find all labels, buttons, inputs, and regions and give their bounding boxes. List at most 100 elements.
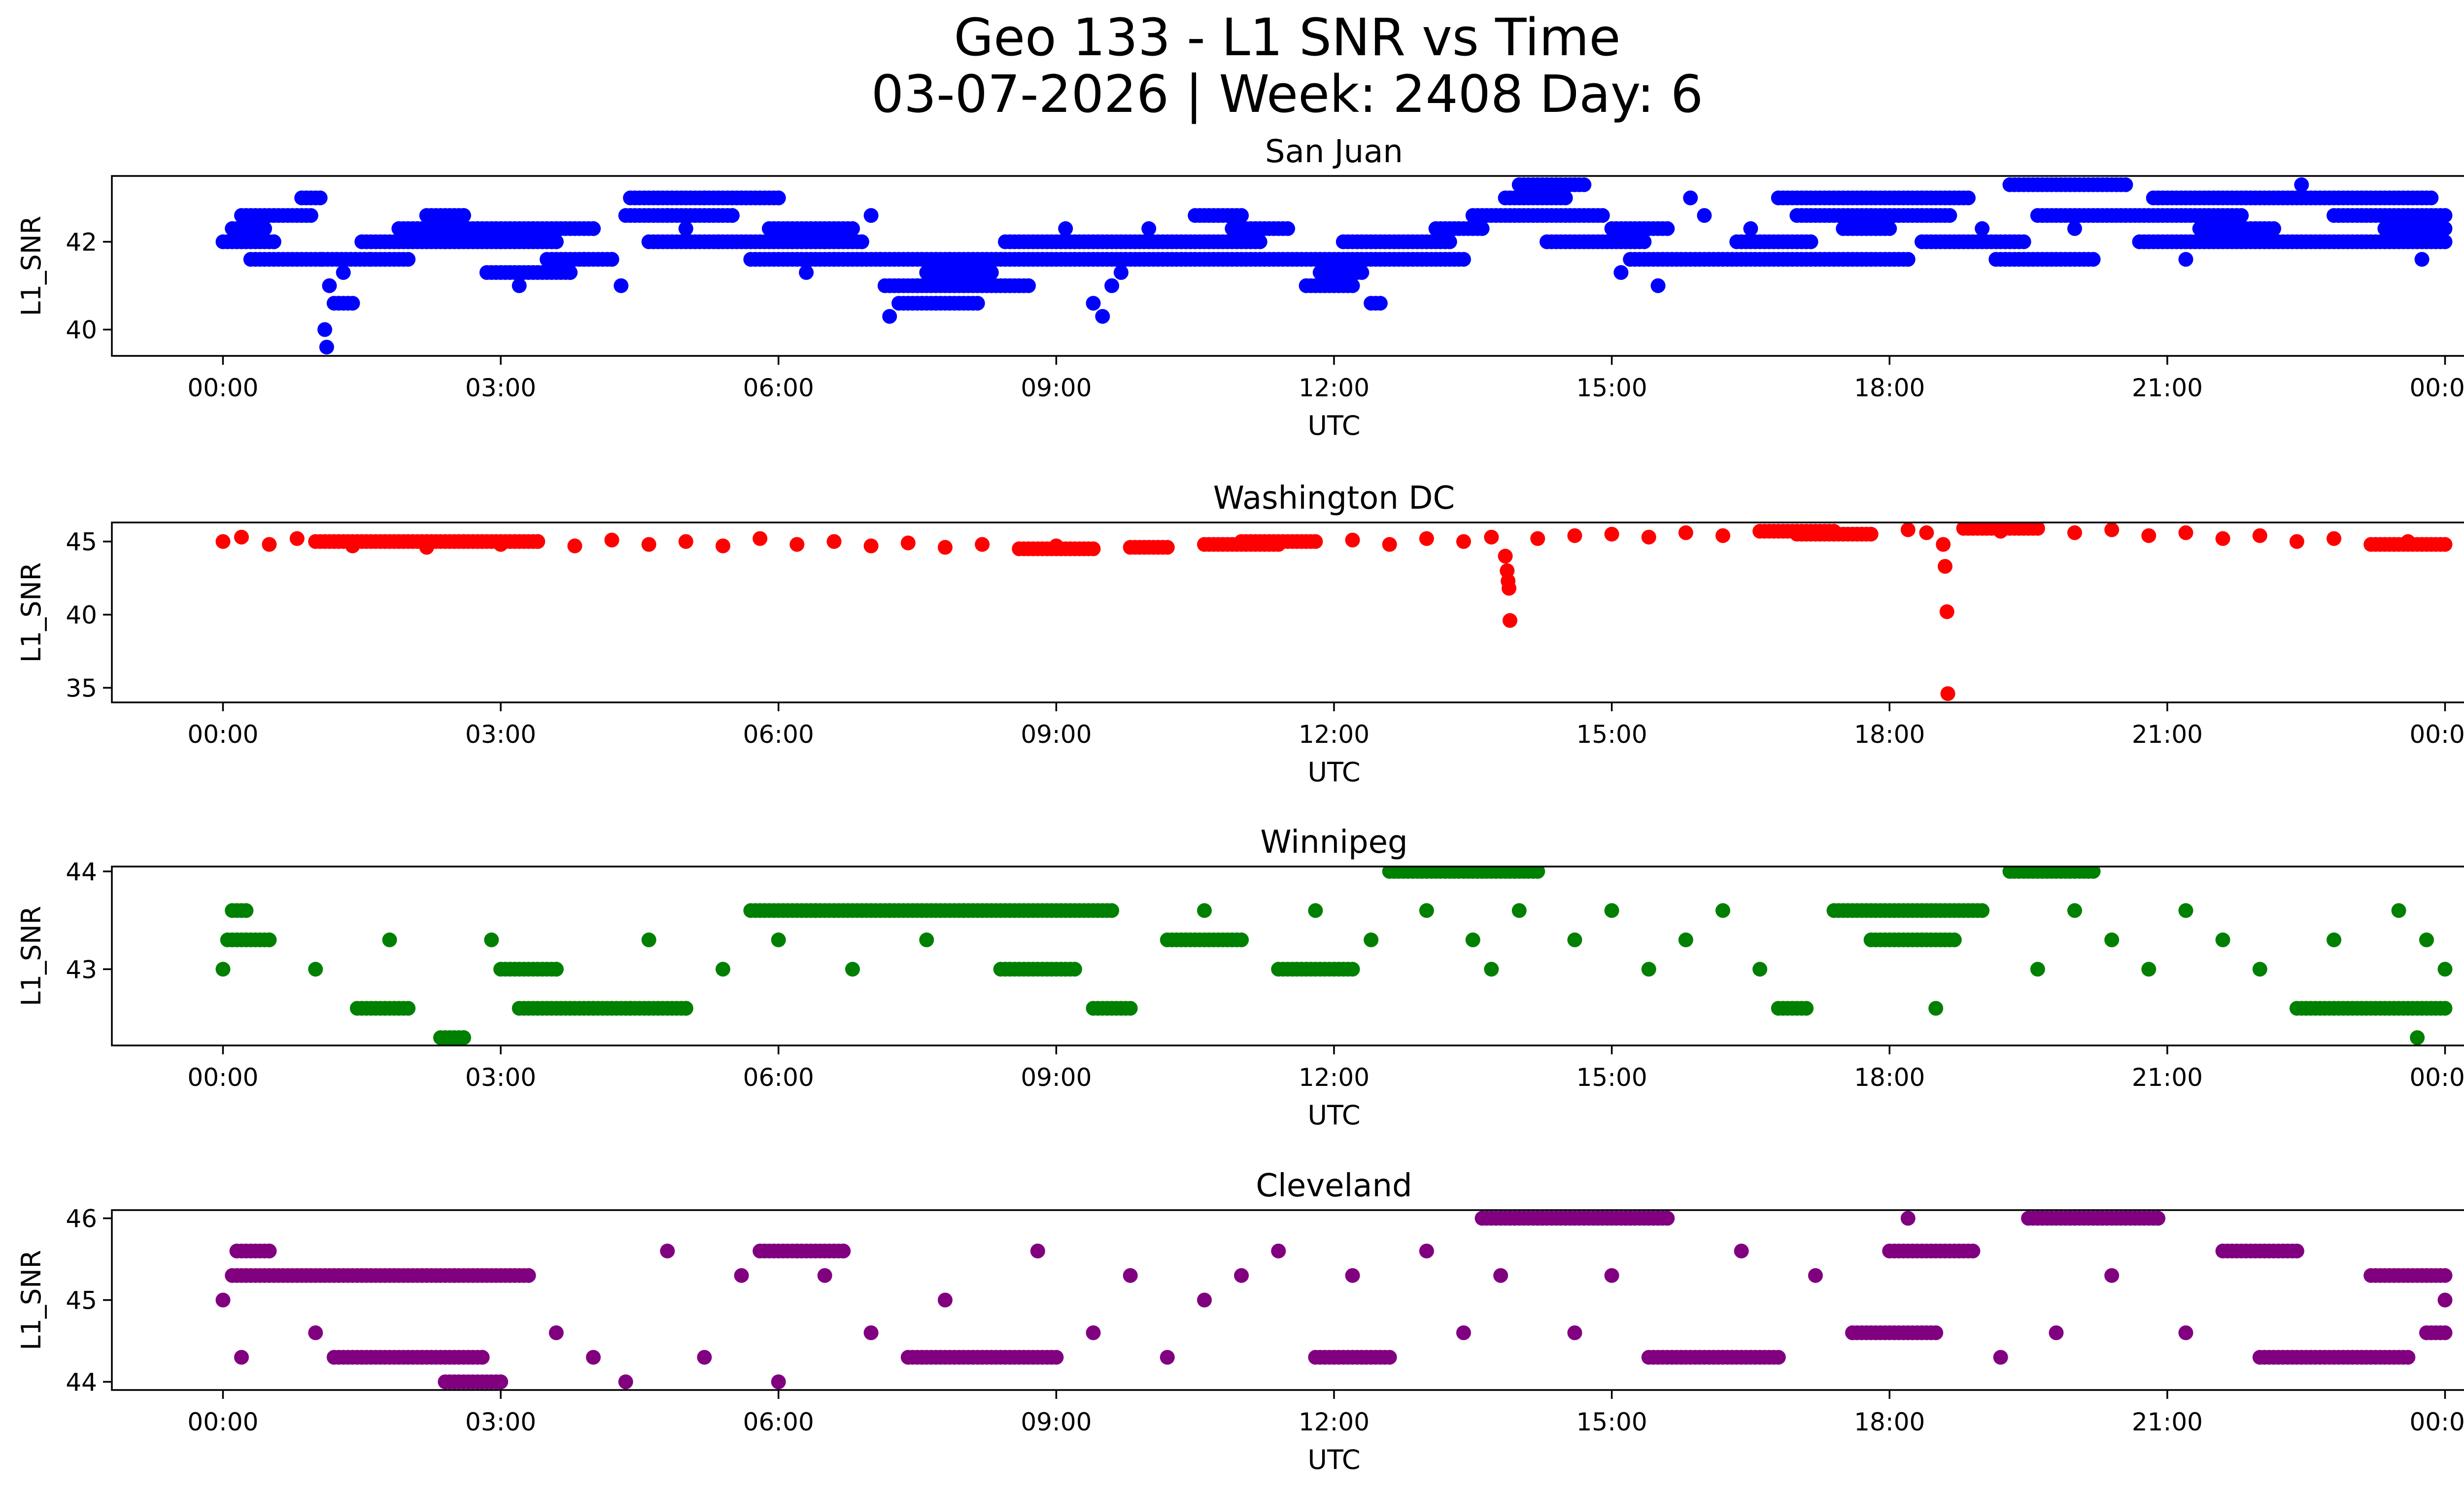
x-tick-label: 21:00 — [2132, 1063, 2203, 1092]
data-point — [1340, 962, 1356, 977]
data-point — [1590, 208, 1606, 223]
x-tick-label: 00:00 — [2409, 374, 2464, 402]
data-point — [863, 208, 879, 223]
data-point — [1271, 1244, 1286, 1258]
data-point — [1062, 962, 1078, 977]
data-point — [382, 932, 397, 947]
data-point — [215, 962, 231, 977]
data-point — [1678, 932, 1693, 947]
panel-title-winnipeg: Winnipeg — [1260, 824, 1407, 861]
data-point — [512, 278, 527, 293]
data-point — [586, 221, 601, 236]
data-point — [2146, 1211, 2161, 1226]
x-tick-label: 06:00 — [743, 720, 814, 749]
data-point — [1877, 221, 1892, 236]
data-point — [2437, 1292, 2453, 1308]
data-point — [2215, 932, 2230, 947]
x-tick-label: 09:00 — [1021, 1408, 1092, 1436]
data-point — [1936, 537, 1951, 552]
data-point — [396, 252, 411, 267]
data-point — [234, 1350, 249, 1365]
data-point — [919, 932, 934, 947]
data-point — [1567, 528, 1582, 543]
data-point — [2104, 1268, 2120, 1283]
data-point — [548, 962, 564, 977]
x-tick-label: 09:00 — [1021, 1063, 1092, 1092]
data-point — [2437, 962, 2453, 977]
x-tick-label: 06:00 — [743, 1408, 814, 1436]
x-tick-label: 21:00 — [2132, 374, 2203, 402]
data-point — [1308, 903, 1323, 918]
data-point — [1525, 867, 1540, 879]
data-point — [1123, 1268, 1138, 1283]
data-point — [1678, 525, 1693, 540]
data-point — [753, 531, 768, 546]
x-tick-label: 15:00 — [1576, 374, 1647, 402]
x-tick-label: 03:00 — [465, 720, 536, 749]
panel-cleveland: Cleveland 00:00 03:00 06:00 09:00 12:00 15:00 1… — [16, 1168, 2464, 1475]
data-point — [2327, 531, 2342, 546]
data-point — [317, 322, 333, 337]
data-point — [1266, 537, 1281, 552]
data-point — [1752, 962, 1768, 977]
x-tick-label: 12:00 — [1299, 1408, 1369, 1436]
data-point — [716, 538, 730, 554]
data-point — [1155, 540, 1170, 555]
data-point — [2433, 1268, 2448, 1283]
y-axis-label-cleveland: L1_SNR — [16, 1250, 47, 1351]
data-point — [771, 932, 786, 947]
data-point — [937, 540, 953, 555]
data-point — [1942, 932, 1957, 947]
data-point — [2285, 1244, 2300, 1258]
y-axis-label-washington-dc: L1_SNR — [16, 562, 47, 663]
data-point — [1470, 221, 1485, 236]
data-point — [697, 1350, 712, 1365]
data-points-washington-dc — [215, 522, 2453, 701]
data-point — [1766, 1350, 1781, 1365]
data-point — [322, 278, 337, 293]
data-point — [521, 1268, 536, 1283]
x-tick-label: 18:00 — [1854, 720, 1925, 749]
data-point — [618, 1374, 633, 1390]
data-point — [1160, 1350, 1175, 1365]
data-point — [1604, 1268, 1619, 1283]
data-point — [1641, 962, 1656, 977]
x-tick-label: 12:00 — [1299, 720, 1369, 749]
data-point — [1350, 265, 1365, 280]
data-point — [484, 932, 499, 947]
data-point — [1364, 932, 1379, 947]
data-point — [1503, 613, 1517, 628]
data-point — [319, 340, 334, 355]
data-point — [975, 537, 990, 552]
data-point — [1956, 190, 1971, 206]
x-tick-label: 21:00 — [2132, 1408, 2203, 1436]
data-point — [262, 932, 277, 947]
data-point — [1248, 234, 1263, 249]
data-point — [2419, 190, 2434, 206]
data-point — [1345, 532, 1360, 548]
data-point — [614, 278, 629, 293]
data-point — [817, 1268, 832, 1283]
data-point — [1655, 1211, 1670, 1226]
data-point — [965, 296, 981, 311]
data-point — [1683, 190, 1698, 206]
data-point — [308, 962, 323, 977]
data-point — [979, 265, 994, 280]
data-points-winnipeg — [215, 867, 2453, 1045]
y-tick-label: 35 — [66, 674, 97, 702]
panel-title-washington-dc: Washington DC — [1213, 480, 1455, 517]
panel-title-cleveland: Cleveland — [1256, 1168, 1412, 1204]
data-point — [2433, 208, 2448, 223]
data-point — [1938, 559, 1952, 574]
data-point — [604, 252, 619, 267]
data-point — [2261, 221, 2277, 236]
data-point — [234, 903, 249, 918]
y-tick-label: 45 — [66, 1286, 97, 1315]
data-point — [586, 1350, 601, 1365]
y-tick-label: 44 — [66, 858, 97, 886]
data-point — [1377, 1350, 1393, 1365]
data-point — [799, 265, 814, 280]
data-point — [1368, 296, 1383, 311]
x-axis-label-washington-dc: UTC — [1307, 757, 1360, 788]
data-point — [2252, 962, 2267, 977]
